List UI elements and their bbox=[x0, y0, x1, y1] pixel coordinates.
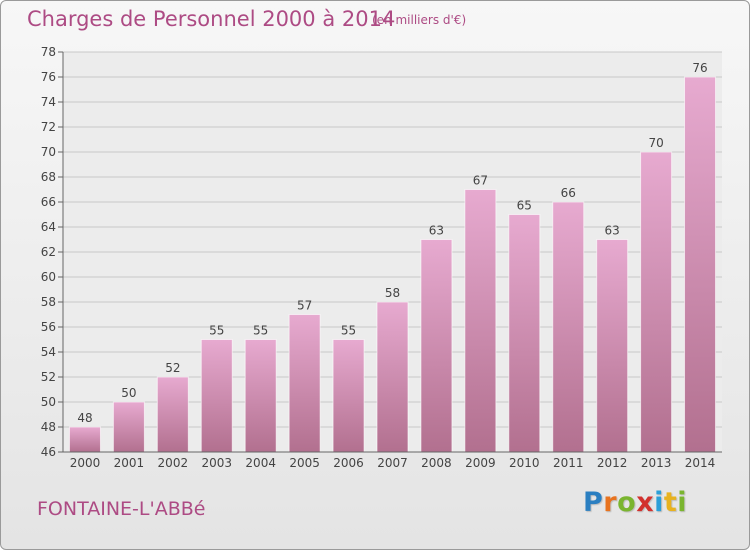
y-tick-label: 74 bbox=[41, 95, 56, 109]
x-tick-label: 2010 bbox=[509, 456, 540, 470]
value-label-2003: 55 bbox=[209, 324, 224, 338]
bar-2004 bbox=[244, 339, 277, 453]
bar-2005 bbox=[288, 314, 321, 453]
logo-letter: P bbox=[583, 487, 604, 518]
value-label-2009: 67 bbox=[473, 174, 488, 188]
value-label-2013: 70 bbox=[648, 136, 663, 150]
y-tick-label: 50 bbox=[41, 395, 56, 409]
x-tick-label: 2006 bbox=[333, 456, 364, 470]
bar-2001 bbox=[112, 401, 145, 453]
x-tick-label: 2003 bbox=[201, 456, 232, 470]
x-tick-label: 2013 bbox=[641, 456, 672, 470]
y-tick-label: 62 bbox=[41, 245, 56, 259]
bars: 48 50 52 55 55 57 55 58 63 67 65 66 63 70 76 bbox=[68, 61, 717, 453]
proxiti-logo: Proxiti bbox=[583, 487, 687, 518]
bar-2009 bbox=[464, 189, 497, 453]
x-tick-label: 2002 bbox=[158, 456, 189, 470]
x-tick-label: 2005 bbox=[289, 456, 320, 470]
y-tick-label: 48 bbox=[41, 420, 56, 434]
value-label-2014: 76 bbox=[692, 61, 707, 75]
x-tick-label: 2009 bbox=[465, 456, 496, 470]
y-tick-label: 60 bbox=[41, 270, 56, 284]
bar-2011 bbox=[552, 201, 585, 453]
bar-2000 bbox=[68, 426, 101, 453]
y-tick-label: 64 bbox=[41, 220, 56, 234]
value-label-2004: 55 bbox=[253, 324, 268, 338]
value-label-2007: 58 bbox=[385, 286, 400, 300]
y-tick-label: 68 bbox=[41, 170, 56, 184]
bar-2007 bbox=[376, 301, 409, 453]
x-tick-label: 2004 bbox=[245, 456, 276, 470]
y-tick-label: 52 bbox=[41, 370, 56, 384]
logo-letter: o bbox=[617, 487, 637, 518]
value-label-2006: 55 bbox=[341, 324, 356, 338]
axes: 46 48 50 52 54 56 58 60 62 64 66 68 70 72 74 76 78 2000 20… bbox=[41, 45, 722, 470]
y-tick-label: 76 bbox=[41, 70, 56, 84]
logo-letter: r bbox=[603, 487, 618, 518]
y-tick-label: 46 bbox=[41, 445, 56, 459]
bar-2006 bbox=[332, 339, 365, 453]
bar-2013 bbox=[640, 151, 673, 453]
value-label-2008: 63 bbox=[429, 224, 444, 238]
location-name: FONTAINE-L'ABBé bbox=[37, 498, 206, 520]
value-label-2010: 65 bbox=[517, 199, 532, 213]
unit-note: (en milliers d'€) bbox=[372, 13, 467, 27]
y-tick-label: 70 bbox=[41, 145, 56, 159]
logo-letter: x bbox=[636, 487, 655, 518]
y-tick-label: 78 bbox=[41, 45, 56, 59]
value-label-2005: 57 bbox=[297, 299, 312, 313]
logo-letter: i bbox=[654, 487, 664, 518]
y-tick-label: 56 bbox=[41, 320, 56, 334]
x-tick-label: 2011 bbox=[553, 456, 584, 470]
bar-2002 bbox=[156, 376, 189, 453]
chart-title: Charges de Personnel 2000 à 2014 bbox=[27, 7, 396, 31]
bar-2003 bbox=[200, 339, 233, 453]
bar-2008 bbox=[420, 239, 453, 453]
x-tick-label: 2012 bbox=[597, 456, 628, 470]
x-tick-label: 2000 bbox=[70, 456, 101, 470]
x-tick-label: 2007 bbox=[377, 456, 408, 470]
value-label-2001: 50 bbox=[121, 386, 136, 400]
value-label-2012: 63 bbox=[605, 224, 620, 238]
y-tick-label: 66 bbox=[41, 195, 56, 209]
x-tick-label: 2008 bbox=[421, 456, 452, 470]
x-tick-label: 2014 bbox=[685, 456, 716, 470]
y-tick-label: 54 bbox=[41, 345, 56, 359]
logo-letter: i bbox=[677, 487, 688, 518]
bar-2012 bbox=[596, 239, 629, 453]
value-label-2002: 52 bbox=[165, 361, 180, 375]
x-tick-label: 2001 bbox=[114, 456, 145, 470]
value-label-2011: 66 bbox=[561, 186, 576, 200]
bar-2014 bbox=[684, 76, 717, 453]
value-label-2000: 48 bbox=[77, 411, 92, 425]
y-tick-label: 72 bbox=[41, 120, 56, 134]
logo-letter: t bbox=[663, 487, 678, 518]
bar-2010 bbox=[508, 214, 541, 453]
y-tick-label: 58 bbox=[41, 295, 56, 309]
